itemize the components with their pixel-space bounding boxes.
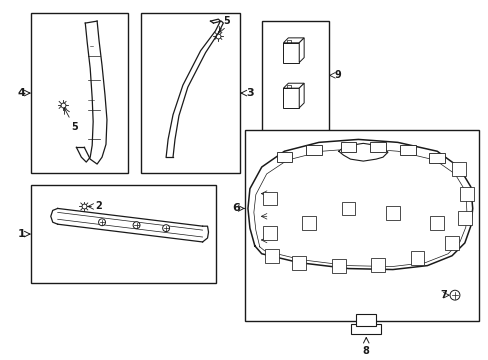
Bar [262, 192, 276, 206]
Text: 1: 1 [18, 229, 25, 239]
Circle shape [163, 225, 169, 231]
Bar [283, 88, 299, 108]
Bar [244, 130, 478, 321]
Text: 4: 4 [17, 88, 25, 98]
Polygon shape [283, 83, 304, 88]
Bar [428, 153, 444, 163]
Bar [31, 13, 127, 173]
Bar [351, 324, 380, 334]
Text: 3: 3 [245, 88, 253, 98]
Bar [457, 211, 471, 225]
Text: 9: 9 [334, 70, 341, 80]
Bar [305, 145, 321, 155]
Bar [292, 256, 305, 270]
Bar [399, 145, 415, 155]
Bar [444, 236, 458, 250]
Bar [283, 43, 299, 63]
Bar [331, 259, 345, 273]
Circle shape [133, 222, 140, 229]
Bar [369, 142, 385, 152]
Polygon shape [299, 83, 304, 108]
Text: 8: 8 [362, 346, 369, 356]
Text: 5: 5 [223, 16, 229, 26]
Polygon shape [299, 38, 304, 63]
Text: 6: 6 [232, 203, 240, 213]
Polygon shape [247, 139, 472, 270]
Circle shape [449, 290, 459, 300]
Bar [302, 216, 315, 230]
Text: 2: 2 [95, 202, 102, 211]
Bar [261, 21, 328, 147]
Bar [141, 13, 240, 173]
Text: 7: 7 [440, 290, 446, 300]
Bar [276, 152, 292, 162]
Polygon shape [338, 143, 387, 161]
Bar [31, 185, 216, 283]
Bar [356, 314, 375, 326]
Bar [370, 258, 384, 271]
Bar [341, 202, 355, 215]
Bar [385, 206, 399, 220]
Polygon shape [283, 38, 304, 43]
Circle shape [99, 219, 105, 226]
Bar [340, 142, 356, 152]
Bar [264, 249, 278, 263]
Bar [410, 251, 424, 265]
Bar [451, 162, 465, 176]
Text: 5: 5 [71, 122, 78, 132]
Bar [262, 226, 276, 240]
Bar [429, 216, 443, 230]
Bar [459, 187, 473, 201]
